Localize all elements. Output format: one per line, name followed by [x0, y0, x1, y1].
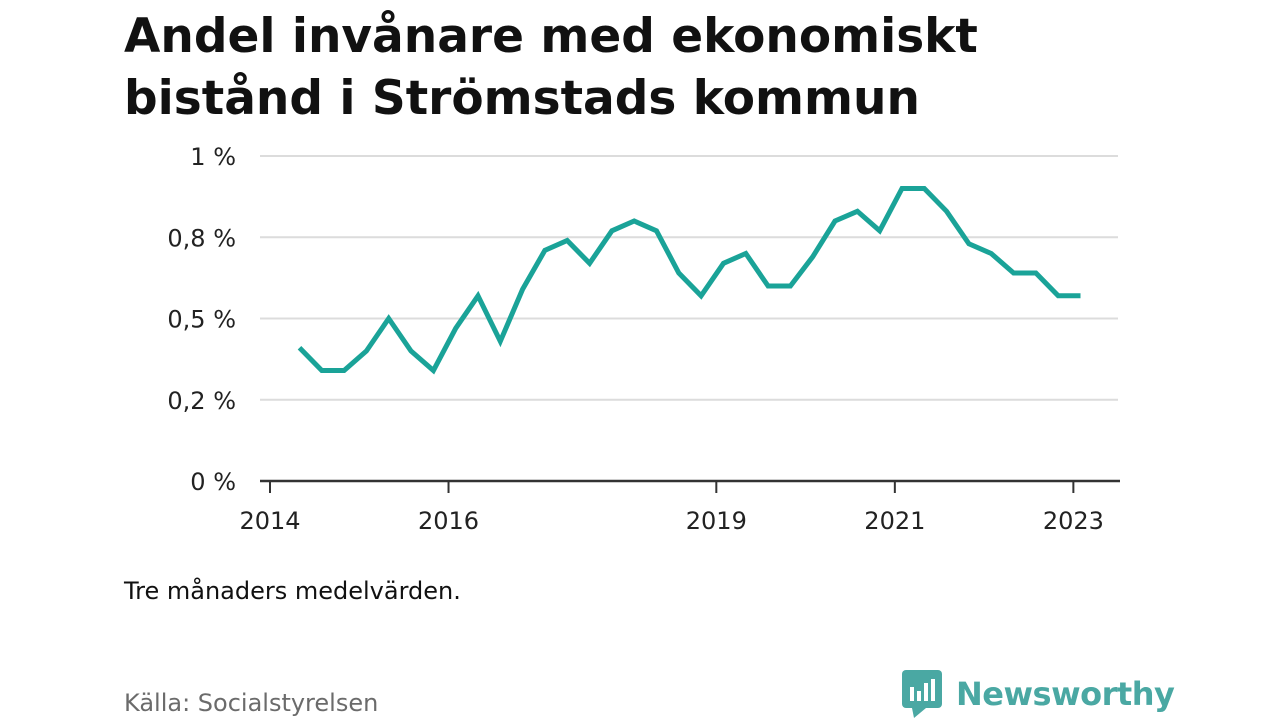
x-tick-label: 2019 — [686, 507, 747, 535]
series-line — [297, 186, 1081, 375]
y-tick-label: 0,8 % — [167, 224, 236, 252]
source-label: Källa: Socialstyrelsen — [124, 689, 379, 717]
brand-name: Newsworthy — [956, 675, 1175, 713]
line-chart: 0 %0,2 %0,5 %0,8 %1 % 2014 2016 2019 2021 20… — [167, 143, 1120, 535]
newsworthy-logo-icon — [902, 670, 942, 718]
y-tick-label: 0,2 % — [167, 387, 236, 415]
x-axis-ticks: 2014 2016 2019 2021 2023 — [239, 481, 1104, 535]
chart-note: Tre månaders medelvärden. — [124, 577, 461, 605]
newsworthy-logo: Newsworthy — [902, 670, 1175, 718]
x-tick-label: 2014 — [239, 507, 300, 535]
x-tick-label: 2016 — [418, 507, 479, 535]
x-tick-label: 2021 — [864, 507, 925, 535]
y-tick-label: 0,5 % — [167, 306, 236, 334]
y-tick-label: 0 % — [190, 468, 236, 496]
y-axis-ticks: 0 % 0,2 % 0,5 % 0,8 % 1 % — [167, 143, 236, 496]
grid-lines — [260, 155, 1118, 401]
y-tick-label: 1 % — [190, 143, 236, 171]
chart-title: Andel invånare med ekonomiskt bistånd i … — [124, 9, 978, 126]
x-tick-label: 2023 — [1043, 507, 1104, 535]
